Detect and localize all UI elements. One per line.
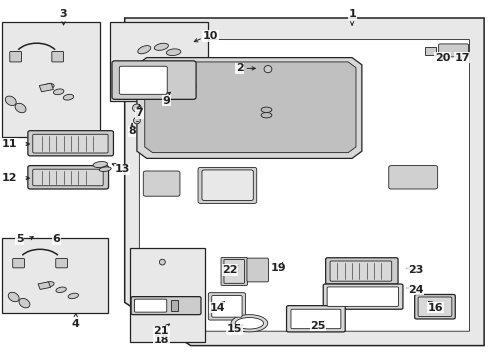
Polygon shape (144, 62, 355, 153)
Text: 24: 24 (407, 285, 423, 295)
FancyBboxPatch shape (28, 131, 113, 156)
FancyBboxPatch shape (52, 51, 63, 62)
FancyBboxPatch shape (414, 294, 454, 319)
FancyBboxPatch shape (417, 297, 451, 316)
Ellipse shape (261, 112, 271, 118)
Text: 7: 7 (135, 108, 143, 118)
Ellipse shape (231, 315, 267, 332)
Ellipse shape (133, 117, 140, 124)
FancyBboxPatch shape (13, 258, 24, 268)
Ellipse shape (68, 293, 79, 299)
FancyBboxPatch shape (131, 297, 201, 315)
Text: 14: 14 (209, 303, 225, 313)
FancyBboxPatch shape (33, 134, 108, 153)
Text: 17: 17 (453, 53, 469, 63)
FancyBboxPatch shape (10, 51, 21, 62)
FancyBboxPatch shape (33, 169, 103, 186)
Bar (2, 22, 100, 137)
Ellipse shape (19, 298, 30, 308)
Text: 16: 16 (427, 303, 442, 313)
Ellipse shape (264, 66, 271, 73)
Bar (425, 47, 435, 55)
FancyBboxPatch shape (438, 44, 468, 57)
Text: 1: 1 (347, 9, 355, 19)
Bar (2, 238, 107, 313)
FancyBboxPatch shape (202, 170, 253, 201)
FancyBboxPatch shape (290, 309, 340, 329)
Ellipse shape (5, 96, 16, 105)
Ellipse shape (63, 94, 74, 100)
FancyBboxPatch shape (388, 166, 437, 189)
Ellipse shape (166, 49, 181, 55)
FancyBboxPatch shape (323, 284, 402, 309)
Polygon shape (139, 40, 468, 331)
Ellipse shape (132, 104, 141, 112)
Ellipse shape (235, 318, 263, 329)
Ellipse shape (261, 107, 271, 112)
FancyBboxPatch shape (28, 166, 108, 189)
Bar (38, 282, 50, 289)
FancyBboxPatch shape (325, 258, 397, 284)
Text: 25: 25 (309, 321, 325, 331)
FancyBboxPatch shape (119, 66, 167, 94)
Ellipse shape (53, 89, 64, 95)
FancyBboxPatch shape (134, 299, 166, 312)
Text: 15: 15 (226, 324, 242, 334)
Polygon shape (124, 18, 483, 346)
Polygon shape (137, 58, 361, 158)
Text: 13: 13 (114, 164, 130, 174)
Ellipse shape (8, 292, 19, 302)
FancyBboxPatch shape (221, 257, 247, 285)
Bar (110, 22, 207, 101)
Ellipse shape (15, 103, 26, 113)
Text: 10: 10 (202, 31, 218, 41)
Bar (171, 300, 178, 311)
FancyBboxPatch shape (286, 306, 345, 332)
Ellipse shape (56, 287, 66, 293)
Ellipse shape (99, 167, 111, 171)
Text: 5: 5 (16, 234, 23, 244)
Text: 11: 11 (2, 139, 18, 149)
FancyBboxPatch shape (211, 296, 242, 317)
FancyBboxPatch shape (198, 167, 256, 203)
FancyBboxPatch shape (56, 258, 67, 268)
Text: 23: 23 (407, 265, 423, 275)
FancyBboxPatch shape (143, 171, 180, 196)
Bar (129, 248, 205, 342)
Text: 4: 4 (72, 319, 80, 329)
FancyBboxPatch shape (329, 261, 391, 281)
Ellipse shape (154, 43, 168, 50)
Ellipse shape (159, 259, 165, 265)
Text: 2: 2 (235, 63, 243, 73)
Text: 18: 18 (153, 335, 169, 345)
Text: 22: 22 (222, 265, 237, 275)
Ellipse shape (43, 282, 54, 287)
Ellipse shape (43, 84, 54, 89)
Text: 8: 8 (128, 126, 136, 136)
Text: 12: 12 (2, 173, 18, 183)
FancyBboxPatch shape (246, 258, 268, 282)
FancyBboxPatch shape (326, 287, 398, 306)
Text: 9: 9 (162, 96, 170, 106)
FancyBboxPatch shape (224, 260, 244, 283)
Ellipse shape (138, 46, 150, 54)
Text: 20: 20 (434, 53, 449, 63)
Text: 21: 21 (153, 326, 169, 336)
FancyBboxPatch shape (208, 293, 245, 320)
Text: 3: 3 (60, 9, 67, 19)
Text: 19: 19 (270, 263, 286, 273)
FancyBboxPatch shape (112, 61, 196, 99)
Text: 6: 6 (52, 234, 60, 244)
Ellipse shape (93, 162, 107, 167)
Ellipse shape (185, 84, 196, 89)
Bar (39, 83, 53, 92)
